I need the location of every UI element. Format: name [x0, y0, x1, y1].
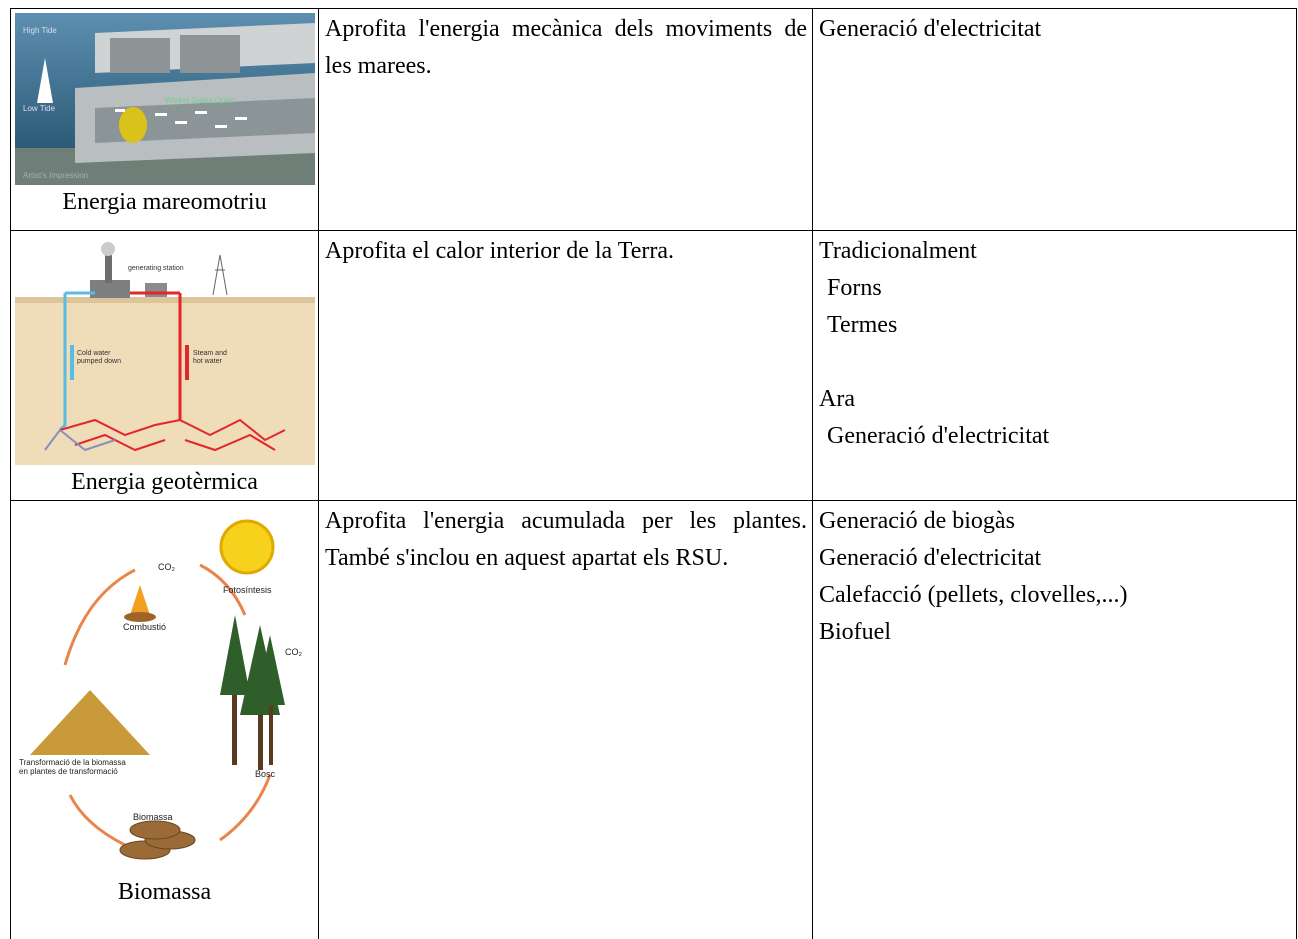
image-cell: CO₂ Fotosíntesis Combustió CO₂ Bosc Biom…: [10, 500, 319, 939]
use: Calefacció (pellets, clovelles,...): [819, 582, 1128, 608]
image-label: pumped down: [77, 358, 121, 365]
use-group: Tradicionalment Forns Termes: [819, 233, 1291, 344]
row: generating station Cold water pumped dow…: [10, 230, 1297, 501]
uses-cell: Generació d'electricitat: [812, 8, 1297, 231]
row: CO₂ Fotosíntesis Combustió CO₂ Bosc Biom…: [10, 500, 1297, 939]
use-group: Ara Generació d'electricitat: [819, 381, 1291, 455]
image-cell: High Tide Low Tide Wicket Gates Open Art…: [10, 8, 319, 231]
caption: Energia geotèrmica: [71, 469, 258, 495]
use: Termes: [827, 312, 898, 338]
use-heading: Ara: [819, 386, 855, 412]
use: Biofuel: [819, 619, 891, 645]
use: Forns: [827, 275, 882, 301]
image-label: Biomassa: [133, 812, 173, 822]
caption: Energia mareomotriu: [62, 189, 267, 215]
use: Generació d'electricitat: [827, 423, 1050, 449]
image-label: Combustió: [123, 622, 166, 632]
uses-cell: Tradicionalment Forns Termes Ara Generac…: [812, 230, 1297, 501]
row: High Tide Low Tide Wicket Gates Open Art…: [10, 8, 1297, 231]
description: Aprofita l'energia acumulada per les pla…: [318, 500, 813, 939]
image-cell: generating station Cold water pumped dow…: [10, 230, 319, 501]
description: Aprofita el calor interior de la Terra.: [318, 230, 813, 501]
description: Aprofita l'energia mecànica dels movimen…: [318, 8, 813, 231]
image-label: hot water: [193, 358, 222, 365]
image-label: Wicket Gates Open: [165, 96, 234, 105]
use-heading: Tradicionalment: [819, 238, 977, 264]
uses-cell: Generació de biogàs Generació d'electric…: [812, 500, 1297, 939]
use: Generació d'electricitat: [819, 16, 1042, 42]
image-label: en plantes de transformació: [19, 767, 118, 776]
image-label: CO₂: [158, 562, 176, 572]
image-label: Artist's Impression: [23, 171, 88, 180]
image-label: Fotosíntesis: [223, 585, 272, 595]
image-label: Bosc: [255, 769, 276, 779]
use: Generació de biogàs: [819, 508, 1015, 534]
image-label: Cold water: [77, 350, 111, 357]
energy-table: High Tide Low Tide Wicket Gates Open Art…: [10, 8, 1297, 939]
image-label: Transformació de la biomassa: [19, 758, 126, 767]
use: Generació d'electricitat: [819, 545, 1042, 571]
tidal-image: High Tide Low Tide Wicket Gates Open Art…: [15, 13, 315, 185]
image-label: Low Tide: [23, 104, 56, 113]
image-label: Steam and: [193, 350, 227, 357]
caption: Biomassa: [117, 879, 212, 905]
biomass-image: CO₂ Fotosíntesis Combustió CO₂ Bosc Biom…: [15, 505, 315, 875]
geothermal-image: generating station Cold water pumped dow…: [15, 235, 315, 465]
image-label: generating station: [128, 265, 184, 272]
image-label: High Tide: [23, 26, 57, 35]
image-label: CO₂: [285, 647, 303, 657]
